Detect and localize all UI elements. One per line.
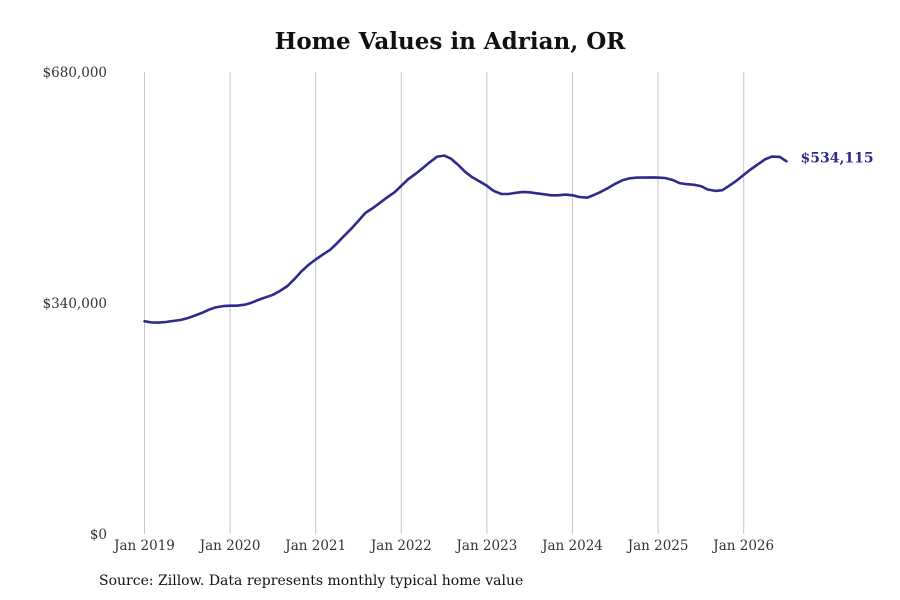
x-tick-label: Jan 2023	[454, 538, 517, 554]
y-tick-label: $680,000	[43, 65, 107, 81]
axis-layer: Jan 2019 Jan 2020 Jan 2021 Jan 2022 Jan 2023…	[43, 65, 775, 554]
x-tick-label: Jan 2024	[540, 538, 603, 554]
chart-title: Home Values in Adrian, OR	[274, 28, 626, 55]
x-tick-label: Jan 2026	[711, 538, 774, 554]
x-tick-label: Jan 2021	[283, 538, 346, 554]
grid-layer	[144, 72, 745, 534]
home-value-line	[143, 154, 788, 324]
label-layer: $534,115	[801, 150, 874, 166]
y-tick-label: $0	[90, 527, 107, 543]
x-tick-label: Jan 2022	[369, 538, 432, 554]
x-tick-label: Jan 2020	[198, 538, 261, 554]
series-layer	[143, 154, 788, 324]
x-tick-label: Jan 2025	[626, 538, 689, 554]
end-value-label: $534,115	[801, 150, 874, 166]
source-note: Source: Zillow. Data represents monthly …	[99, 573, 524, 589]
y-tick-label: $340,000	[43, 296, 107, 312]
x-tick-label: Jan 2019	[112, 538, 175, 554]
